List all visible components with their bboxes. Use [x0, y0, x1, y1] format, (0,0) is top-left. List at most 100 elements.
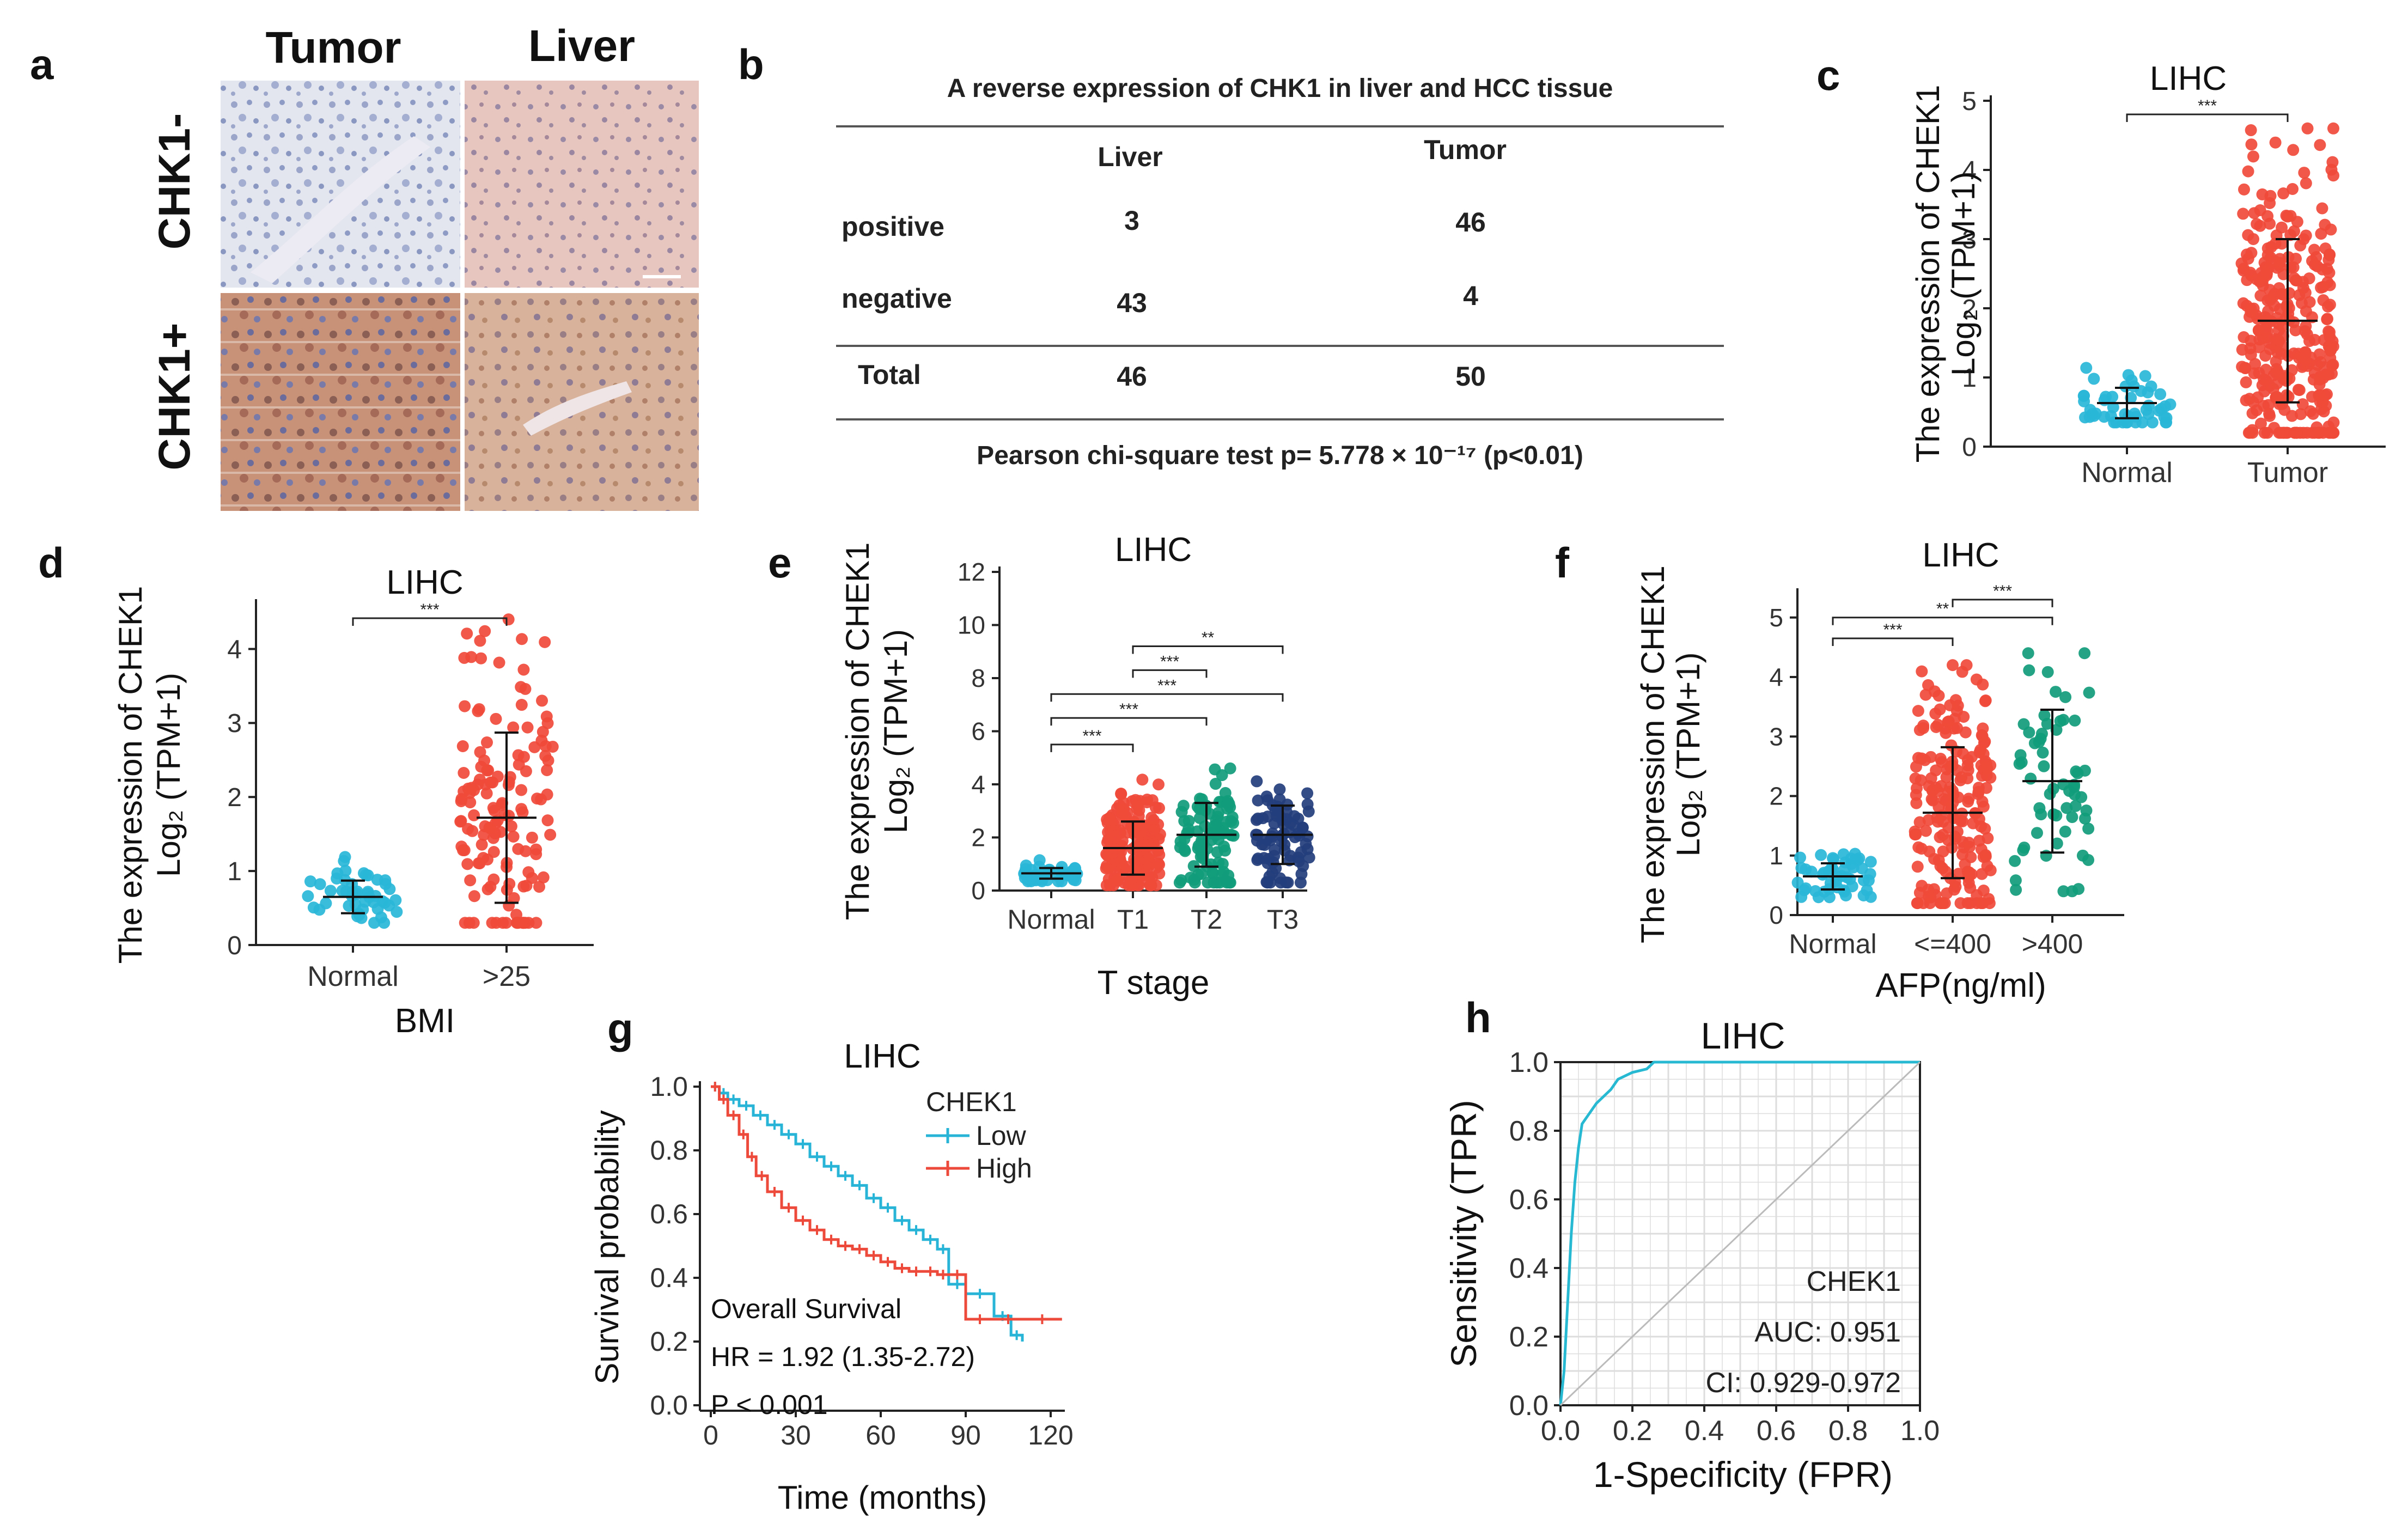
- data-point: [2108, 416, 2120, 429]
- data-point: [1979, 694, 1992, 706]
- y-tick-label: 0: [971, 876, 985, 905]
- data-point: [1919, 825, 1932, 837]
- data-point: [2248, 367, 2260, 380]
- data-point: [1146, 794, 1159, 807]
- y-tick-label: 1.0: [650, 1071, 688, 1102]
- data-point: [2059, 691, 2072, 703]
- data-point: [464, 874, 477, 887]
- data-point: [2066, 811, 2078, 824]
- data-point: [2238, 183, 2250, 196]
- x-tick-label: Tumor: [2247, 457, 2328, 489]
- legend-title: CHEK1: [926, 1087, 1017, 1117]
- data-point: [2271, 391, 2283, 403]
- data-point: [1146, 871, 1159, 883]
- data-point: [1937, 828, 1949, 841]
- data-point: [2139, 370, 2151, 382]
- data-point: [2300, 177, 2312, 190]
- data-point: [1795, 862, 1808, 874]
- chart-h: 0.0 0.2 0.4 0.6 0.8 1.0 0.0 0.2 0.4 0.6 0.8 1.0 LIHC…: [1443, 1015, 1940, 1495]
- data-point: [1945, 739, 1958, 752]
- significance-label: **: [1202, 629, 1215, 647]
- data-point: [2140, 404, 2153, 416]
- data-point: [456, 740, 469, 752]
- data-point: [531, 793, 544, 805]
- data-point: [2313, 389, 2325, 401]
- x-tick-label: 90: [950, 1420, 981, 1450]
- scale-bar: [643, 275, 681, 278]
- data-point: [1115, 788, 1127, 800]
- panel-a-ihc: Tumor Liver CHK1- CHK1+: [150, 21, 699, 511]
- data-point: [515, 699, 528, 711]
- y-tick-label: 0.6: [650, 1199, 688, 1229]
- y-tick-label: 10: [958, 611, 985, 639]
- data-point: [1851, 854, 1864, 866]
- data-point: [539, 749, 552, 762]
- data-point: [1932, 718, 1944, 731]
- data-point: [2160, 412, 2173, 424]
- data-point: [2088, 373, 2100, 385]
- data-point: [2077, 389, 2090, 402]
- table-cell-negative-liver: 43: [1117, 288, 1147, 318]
- panel-letter-f: f: [1555, 539, 1570, 587]
- panel-letter-d: d: [38, 539, 64, 587]
- data-point: [2324, 426, 2337, 439]
- data-point: [1195, 834, 1208, 847]
- data-point: [2300, 229, 2312, 242]
- data-point: [2290, 426, 2303, 439]
- x-tick-label: <=400: [1914, 929, 1991, 959]
- data-point: [461, 627, 473, 640]
- y-tick-label: 0: [1769, 901, 1783, 929]
- data-point: [522, 866, 535, 879]
- y-tick-label: 0.2: [650, 1326, 688, 1357]
- panel-letter-b: b: [738, 40, 764, 88]
- y-tick-label: 3: [1769, 722, 1783, 751]
- data-point: [2256, 188, 2269, 200]
- data-point: [2277, 288, 2289, 301]
- data-point: [520, 880, 533, 892]
- data-point: [1961, 754, 1974, 766]
- data-point: [486, 917, 498, 929]
- data-point: [2324, 279, 2336, 291]
- data-point: [541, 764, 553, 777]
- significance-label: ***: [1993, 582, 2012, 600]
- panel-letter-h: h: [1465, 993, 1491, 1041]
- x-tick-label: 30: [781, 1420, 811, 1450]
- data-point: [2301, 122, 2314, 135]
- ihc-image-tumor-neg: [221, 81, 460, 288]
- y-tick-label: 3: [1962, 225, 1977, 254]
- x-axis-label: Time (months): [778, 1479, 987, 1516]
- data-point: [1121, 826, 1134, 839]
- data-point: [1965, 851, 1977, 863]
- data-point: [515, 784, 528, 796]
- data-point: [1975, 820, 1988, 833]
- data-point: [1912, 752, 1924, 764]
- data-point: [1937, 845, 1949, 858]
- data-point: [1911, 861, 1924, 873]
- data-point: [468, 890, 480, 903]
- chart-title: LIHC: [1701, 1015, 1785, 1057]
- table-row-label-total: Total: [858, 359, 921, 390]
- data-point: [537, 726, 549, 738]
- data-point: [466, 825, 479, 837]
- data-point: [2298, 167, 2311, 179]
- data-point: [1928, 852, 1941, 865]
- significance-label: ***: [1119, 700, 1138, 718]
- significance-bracket: [1050, 717, 1208, 726]
- data-point: [458, 767, 470, 779]
- data-point: [362, 869, 374, 882]
- data-point: [2277, 268, 2290, 281]
- chart-d: 0 1 2 3 4 LIHC The expression of CHEK1 Log₂ (TP…: [112, 564, 594, 1040]
- ihc-row-label-pos: CHK1+: [150, 322, 199, 470]
- significance-label: ***: [1157, 676, 1176, 694]
- data-point: [2120, 416, 2132, 429]
- data-point: [2047, 808, 2060, 821]
- x-tick-label: 0.6: [1757, 1415, 1796, 1447]
- significance-bracket: [1132, 669, 1208, 678]
- chart-title: LIHC: [386, 564, 463, 601]
- data-point: [2306, 426, 2319, 439]
- data-point: [508, 892, 520, 904]
- data-point: [1933, 690, 1945, 702]
- x-tick-label: T3: [1267, 904, 1299, 935]
- data-point: [1910, 828, 1922, 840]
- table-cell-total-liver: 46: [1117, 361, 1147, 392]
